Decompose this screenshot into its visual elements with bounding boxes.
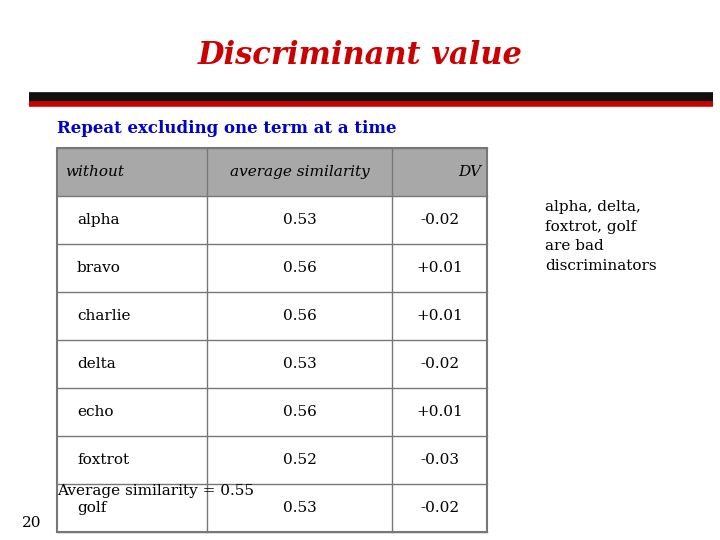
Text: alpha: alpha	[77, 213, 120, 227]
Text: 0.53: 0.53	[283, 213, 316, 227]
Text: DV: DV	[458, 165, 481, 179]
Text: 0.53: 0.53	[283, 357, 316, 371]
Text: 0.56: 0.56	[282, 309, 316, 323]
Text: delta: delta	[77, 357, 116, 371]
Bar	[57, 148, 487, 196]
Text: 0.56: 0.56	[282, 261, 316, 275]
Text: 20: 20	[22, 516, 42, 530]
Text: alpha, delta,
foxtrot, golf
are bad
discriminators: alpha, delta, foxtrot, golf are bad disc…	[545, 200, 657, 273]
Text: +0.01: +0.01	[416, 405, 463, 419]
Text: echo: echo	[77, 405, 114, 419]
Text: charlie: charlie	[77, 309, 130, 323]
Text: +0.01: +0.01	[416, 309, 463, 323]
Text: without: without	[65, 165, 124, 179]
Text: -0.02: -0.02	[420, 357, 459, 371]
Text: average similarity: average similarity	[230, 165, 369, 179]
Bar	[57, 148, 487, 532]
Text: Discriminant value: Discriminant value	[197, 40, 523, 71]
Text: 0.52: 0.52	[282, 453, 316, 467]
Text: Average similarity = 0.55: Average similarity = 0.55	[57, 484, 254, 498]
Text: +0.01: +0.01	[416, 261, 463, 275]
Text: 0.53: 0.53	[283, 501, 316, 515]
Text: golf: golf	[77, 501, 107, 515]
Text: foxtrot: foxtrot	[77, 453, 129, 467]
Text: -0.03: -0.03	[420, 453, 459, 467]
Text: 0.56: 0.56	[282, 405, 316, 419]
Text: Repeat excluding one term at a time: Repeat excluding one term at a time	[57, 120, 397, 137]
Text: -0.02: -0.02	[420, 501, 459, 515]
Text: bravo: bravo	[77, 261, 121, 275]
Text: -0.02: -0.02	[420, 213, 459, 227]
